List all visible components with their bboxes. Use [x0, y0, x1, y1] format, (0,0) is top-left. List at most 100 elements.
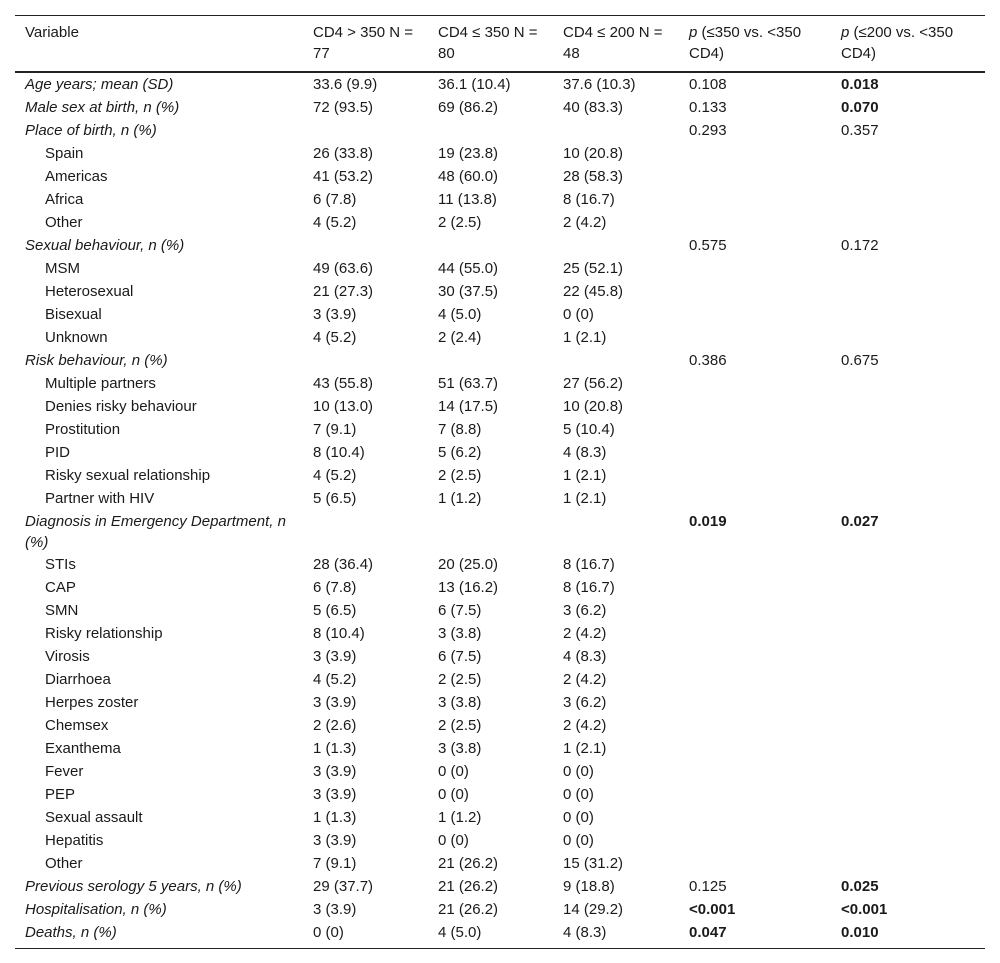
cell-value: 15 (31.2)	[563, 855, 624, 872]
cell-p-value: 0.047	[689, 924, 727, 941]
header-variable: Variable	[25, 24, 79, 41]
cell-value	[428, 234, 553, 257]
cell-value: 5 (6.5)	[313, 602, 357, 619]
cell-p-value	[831, 487, 985, 510]
row-label: Multiple partners	[45, 375, 156, 392]
table-row: CAP 6 (7.8) 13 (16.2) 8 (16.7)	[15, 576, 985, 599]
cell-value	[303, 349, 428, 372]
row-label: Hepatitis	[45, 832, 104, 849]
cell-value	[303, 234, 428, 257]
table-row: Denies risky behaviour 10 (13.0) 14 (17.5)…	[15, 395, 985, 418]
cell-value: 69 (86.2)	[438, 99, 499, 116]
cell-p-value	[679, 760, 831, 783]
table-row: Risky relationship 8 (10.4) 3 (3.8) 2 (4.2)	[15, 622, 985, 645]
table-row: Unknown 4 (5.2) 2 (2.4) 1 (2.1)	[15, 326, 985, 349]
cell-value: 8 (16.7)	[563, 579, 615, 596]
cell-value: 21 (26.2)	[438, 878, 499, 895]
table-row: Age years; mean (SD) 33.6 (9.9) 36.1 (10.4…	[15, 72, 985, 96]
row-label: Other	[45, 855, 83, 872]
cell-value: 6 (7.8)	[313, 579, 357, 596]
cell-value: 3 (3.9)	[313, 306, 357, 323]
table-row: Risk behaviour, n (%) 0.386 0.675	[15, 349, 985, 372]
cell-value: 1 (1.2)	[438, 809, 482, 826]
cell-value: 2 (4.2)	[563, 717, 607, 734]
cell-p-value	[831, 852, 985, 875]
row-label: Virosis	[45, 648, 90, 665]
cell-value: 28 (58.3)	[563, 168, 624, 185]
row-label: Bisexual	[45, 306, 102, 323]
cell-value: 49 (63.6)	[313, 260, 374, 277]
cell-value: 3 (3.9)	[313, 832, 357, 849]
cell-p-value: 0.018	[841, 76, 879, 93]
cell-value: 51 (63.7)	[438, 375, 499, 392]
cell-value	[553, 510, 679, 553]
cell-value: 72 (93.5)	[313, 99, 374, 116]
row-label: MSM	[45, 260, 80, 277]
cell-value: 14 (17.5)	[438, 398, 499, 415]
cell-p-value: 0.070	[841, 99, 879, 116]
cell-value: 10 (13.0)	[313, 398, 374, 415]
cell-p-value: <0.001	[689, 901, 736, 918]
table-row: Other 4 (5.2) 2 (2.5) 2 (4.2)	[15, 211, 985, 234]
cell-value: 8 (10.4)	[313, 625, 365, 642]
cell-p-value	[831, 737, 985, 760]
table-row: Partner with HIV 5 (6.5) 1 (1.2) 1 (2.1)	[15, 487, 985, 510]
header-group-cd4-over-350: CD4 > 350 N = 77	[313, 24, 414, 62]
cell-value: 4 (5.2)	[313, 214, 357, 231]
row-label: Herpes zoster	[45, 694, 139, 711]
cell-p-value: 0.108	[689, 76, 727, 93]
row-label: Other	[45, 214, 83, 231]
header-group-cd4-le-200: CD4 ≤ 200 N = 48	[563, 24, 663, 62]
cell-value: 3 (3.8)	[438, 694, 482, 711]
row-label: Age years; mean (SD)	[25, 76, 174, 93]
cell-p-value	[831, 622, 985, 645]
row-label: PEP	[45, 786, 76, 803]
cell-p-value	[831, 829, 985, 852]
cell-p-value	[831, 576, 985, 599]
table-header: Variable CD4 > 350 N = 77 CD4 ≤ 350 N = …	[15, 15, 985, 73]
cell-value: 5 (10.4)	[563, 421, 615, 438]
cell-p-value	[831, 691, 985, 714]
cell-value: 6 (7.8)	[313, 191, 357, 208]
cell-value: 0 (0)	[313, 924, 344, 941]
cell-p-value	[831, 142, 985, 165]
row-label: CAP	[45, 579, 76, 596]
cell-p-value	[679, 441, 831, 464]
cell-value: 8 (10.4)	[313, 444, 365, 461]
cell-value: 2 (4.2)	[563, 214, 607, 231]
cell-value: 30 (37.5)	[438, 283, 499, 300]
header-p-symbol: p	[841, 24, 850, 41]
cell-p-value	[831, 418, 985, 441]
cell-p-value	[831, 257, 985, 280]
cell-value: 7 (9.1)	[313, 421, 357, 438]
cell-p-value	[679, 553, 831, 576]
table-row: Diarrhoea 4 (5.2) 2 (2.5) 2 (4.2)	[15, 668, 985, 691]
cell-p-value	[679, 691, 831, 714]
cell-p-value: 0.027	[841, 513, 879, 530]
header-p-value-350: p (≤350 vs. <350 CD4)	[679, 16, 831, 73]
cell-value: 3 (3.8)	[438, 625, 482, 642]
cell-value: 0 (0)	[563, 786, 594, 803]
row-label: Americas	[45, 168, 108, 185]
table-row: Prostitution 7 (9.1) 7 (8.8) 5 (10.4)	[15, 418, 985, 441]
cell-value: 3 (6.2)	[563, 602, 607, 619]
row-label: Spain	[45, 145, 84, 162]
row-label: Previous serology 5 years, n (%)	[25, 878, 242, 895]
row-label: Diarrhoea	[45, 671, 111, 688]
cell-value: 26 (33.8)	[313, 145, 374, 162]
table-row: Virosis 3 (3.9) 6 (7.5) 4 (8.3)	[15, 645, 985, 668]
cell-value: 0 (0)	[438, 763, 469, 780]
cell-p-value	[679, 372, 831, 395]
cell-value: 10 (20.8)	[563, 398, 624, 415]
cell-value: 28 (36.4)	[313, 556, 374, 573]
cell-value: 0 (0)	[563, 763, 594, 780]
cell-value: 2 (4.2)	[563, 625, 607, 642]
cell-p-value: 0.575	[689, 237, 727, 254]
data-table: Variable CD4 > 350 N = 77 CD4 ≤ 350 N = …	[15, 15, 985, 949]
row-label: Africa	[45, 191, 84, 208]
cell-value: 44 (55.0)	[438, 260, 499, 277]
cell-value	[553, 349, 679, 372]
table-row: STIs 28 (36.4) 20 (25.0) 8 (16.7)	[15, 553, 985, 576]
cell-value: 4 (5.2)	[313, 467, 357, 484]
cell-p-value	[831, 280, 985, 303]
